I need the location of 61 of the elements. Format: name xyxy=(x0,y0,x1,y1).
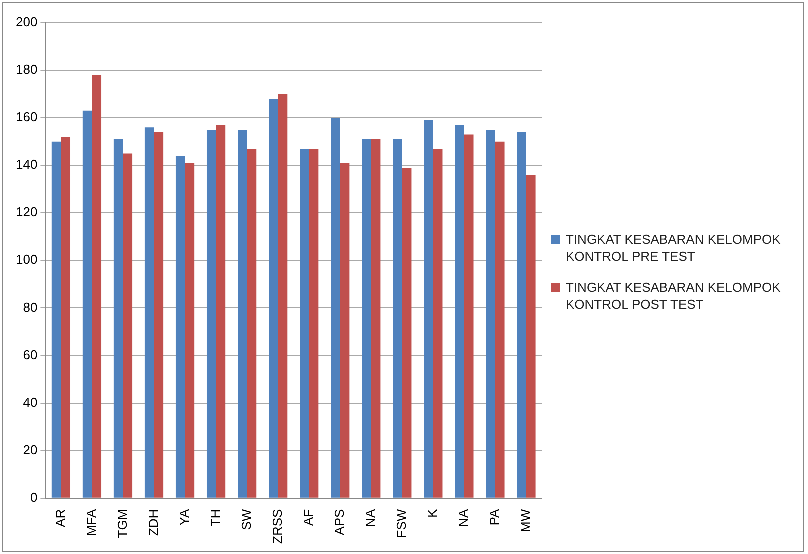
bar xyxy=(114,139,124,498)
bar xyxy=(517,132,526,498)
bar xyxy=(433,148,443,498)
y-tick-label: 20 xyxy=(23,442,38,458)
bar xyxy=(371,139,381,498)
x-tick-label: ZRSS xyxy=(270,509,285,544)
x-tick-label: NA xyxy=(362,509,378,528)
bar xyxy=(61,137,71,498)
y-tick-label: 0 xyxy=(30,490,38,505)
y-tick-label: 140 xyxy=(16,157,38,172)
bar xyxy=(52,142,62,498)
bar xyxy=(82,110,92,498)
y-tick-label: 60 xyxy=(23,347,38,362)
bar xyxy=(206,130,216,498)
x-tick-label: MW xyxy=(518,508,534,532)
bar xyxy=(92,75,102,498)
y-tick-label: 200 xyxy=(16,14,38,30)
x-tick-label: AF xyxy=(300,509,316,526)
x-tick-label: ZDH xyxy=(146,509,161,536)
bar xyxy=(278,94,288,498)
x-tick-label: NA xyxy=(456,509,472,528)
y-tick-label: 120 xyxy=(16,204,38,220)
x-tick-label: FSW xyxy=(394,508,409,538)
y-tick-label: 160 xyxy=(16,110,38,125)
x-tick-label: SW xyxy=(238,508,254,530)
legend-label: TINGKAT KESABARAN KELOMPOK KONTROL POST TEST xyxy=(566,279,782,313)
x-tick-label: K xyxy=(425,509,440,518)
bar xyxy=(238,130,248,498)
y-tick-label: 180 xyxy=(16,62,38,78)
bar xyxy=(185,163,195,498)
bar xyxy=(486,130,496,498)
bar xyxy=(393,139,402,498)
x-tick-label: AR xyxy=(52,509,68,528)
bar xyxy=(269,99,278,498)
bar xyxy=(362,139,372,498)
bar xyxy=(455,125,464,498)
y-tick-label: 80 xyxy=(23,300,38,315)
y-tick-label: 40 xyxy=(23,394,38,410)
bar xyxy=(216,125,226,498)
bar xyxy=(144,128,154,498)
bar xyxy=(154,132,164,498)
bar xyxy=(464,134,474,498)
bar xyxy=(402,168,412,498)
bar xyxy=(176,156,186,498)
bar xyxy=(526,175,536,498)
legend-label: TINGKAT KESABARAN KELOMPOK KONTROL PRE TEST xyxy=(566,231,782,265)
bar xyxy=(247,148,257,498)
x-tick-label: TH xyxy=(208,509,223,527)
bar xyxy=(300,148,310,498)
bar xyxy=(309,148,319,498)
x-tick-label: APS xyxy=(332,509,347,536)
bar xyxy=(495,142,505,498)
x-tick-label: PA xyxy=(487,509,502,526)
x-tick-label: TGM xyxy=(114,509,130,538)
bar xyxy=(424,120,434,498)
y-tick-label: 100 xyxy=(16,252,38,268)
bar xyxy=(123,154,133,498)
bar xyxy=(340,163,350,498)
x-tick-label: MFA xyxy=(84,509,99,536)
x-tick-label: YA xyxy=(176,509,192,526)
bar xyxy=(331,118,340,498)
